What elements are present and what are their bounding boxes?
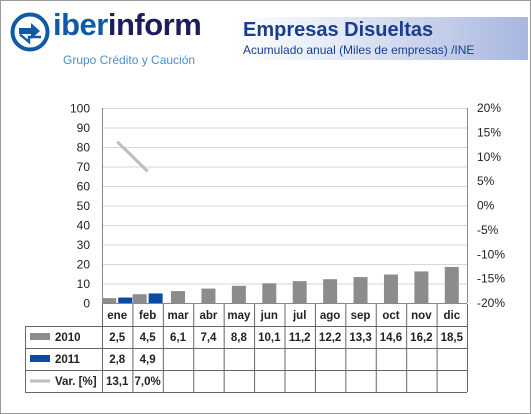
legend-swatch-2010	[30, 333, 50, 340]
axes: 0 10 20 30 40 50 60 70 80 90 100 20% 15% 10% 5% 0% -5% -1…	[70, 101, 505, 311]
brand-name-part2: inform	[107, 7, 202, 42]
y2-tick-label: 20%	[477, 101, 501, 115]
brand-name-part1: iber	[53, 7, 108, 42]
y2-tick-label: 10%	[477, 150, 501, 164]
data-label: 13,1	[106, 376, 129, 388]
data-label: 2,8	[109, 354, 126, 366]
bar-2010	[231, 285, 246, 303]
variation-line-path	[116, 140, 149, 173]
iberinform-logo-icon	[10, 12, 50, 52]
data-label: 11,2	[289, 332, 311, 344]
y2-tick-label: 0%	[477, 199, 495, 213]
bar-2010	[201, 288, 216, 303]
bar-2010	[132, 294, 147, 303]
brand-name: iberinform	[53, 7, 202, 42]
x-tick-label: jun	[260, 310, 278, 322]
bar-2010	[444, 266, 459, 303]
x-tick-label: jul	[292, 310, 306, 322]
x-tick-label: ago	[320, 310, 340, 322]
y-tick-label: 50	[77, 199, 91, 213]
brand-tagline: Grupo Crédito y Caución	[63, 53, 196, 67]
legend-label-variation: Var. [%]	[55, 376, 97, 388]
y-tick-label: 100	[70, 102, 90, 116]
y-tick-label: 20	[77, 258, 91, 272]
data-table: ene feb mar abr may jun jul ago sep oct nov dic 2010…	[25, 304, 468, 393]
bar-2011	[148, 293, 163, 303]
chart-subtitle: Acumulado anual (Miles de empresas) /INE	[243, 43, 475, 57]
y-tick-label: 40	[77, 219, 91, 233]
data-label: 7,0%	[135, 376, 161, 388]
data-label: 2,5	[109, 332, 126, 344]
bar-2010	[292, 281, 307, 303]
data-label: 6,1	[170, 332, 187, 344]
data-label: 10,1	[258, 332, 281, 344]
y2-tick-label: 5%	[477, 174, 495, 188]
title-band	[231, 17, 528, 60]
legend-swatch-2011	[30, 355, 50, 362]
data-label: 4,5	[140, 332, 157, 344]
legend-label-2010: 2010	[55, 332, 81, 344]
bar-2010	[383, 274, 398, 303]
x-tick-label: may	[227, 310, 251, 322]
data-label: 18,5	[441, 332, 464, 344]
x-tick-label: sep	[351, 310, 371, 322]
y-tick-label: 60	[77, 180, 91, 194]
bar-2011	[118, 297, 133, 303]
data-label: 16,2	[410, 332, 432, 344]
variation-line	[116, 140, 149, 173]
y2-tick-label: -10%	[477, 247, 505, 261]
y-tick-label: 0	[83, 297, 90, 311]
bar-2010	[323, 279, 338, 303]
data-label: 14,6	[380, 332, 402, 344]
y2-tick-label: -20%	[477, 296, 505, 310]
data-label: 12,2	[319, 332, 341, 344]
x-tick-label: feb	[139, 310, 156, 322]
y2-tick-label: -15%	[477, 272, 505, 286]
x-tick-label: oct	[382, 310, 399, 322]
gridlines	[102, 108, 467, 304]
data-label: 4,9	[140, 354, 156, 366]
data-label: 13,3	[349, 332, 371, 344]
y2-tick-label: -5%	[477, 223, 499, 237]
data-label: 8,8	[231, 332, 248, 344]
x-tick-label: mar	[167, 310, 189, 322]
bar-2010	[353, 277, 368, 303]
y-tick-label: 30	[77, 238, 91, 252]
y-tick-label: 70	[77, 160, 91, 174]
x-tick-label: nov	[411, 310, 432, 322]
y2-tick-label: 15%	[477, 125, 501, 139]
legend-label-2011: 2011	[55, 354, 81, 366]
x-tick-label: ene	[107, 310, 127, 322]
bar-2010	[171, 291, 186, 303]
bar-2010	[102, 298, 117, 303]
y-tick-label: 80	[77, 141, 91, 155]
bars	[102, 266, 459, 303]
x-tick-label: dic	[443, 310, 460, 322]
chart-title: Empresas Disueltas	[243, 19, 434, 41]
bar-2010	[262, 283, 277, 303]
x-tick-label: abr	[200, 310, 218, 322]
data-label: 7,4	[200, 332, 217, 344]
bar-2010	[414, 271, 429, 303]
y-tick-label: 10	[77, 277, 91, 291]
y-tick-label: 90	[77, 121, 91, 135]
